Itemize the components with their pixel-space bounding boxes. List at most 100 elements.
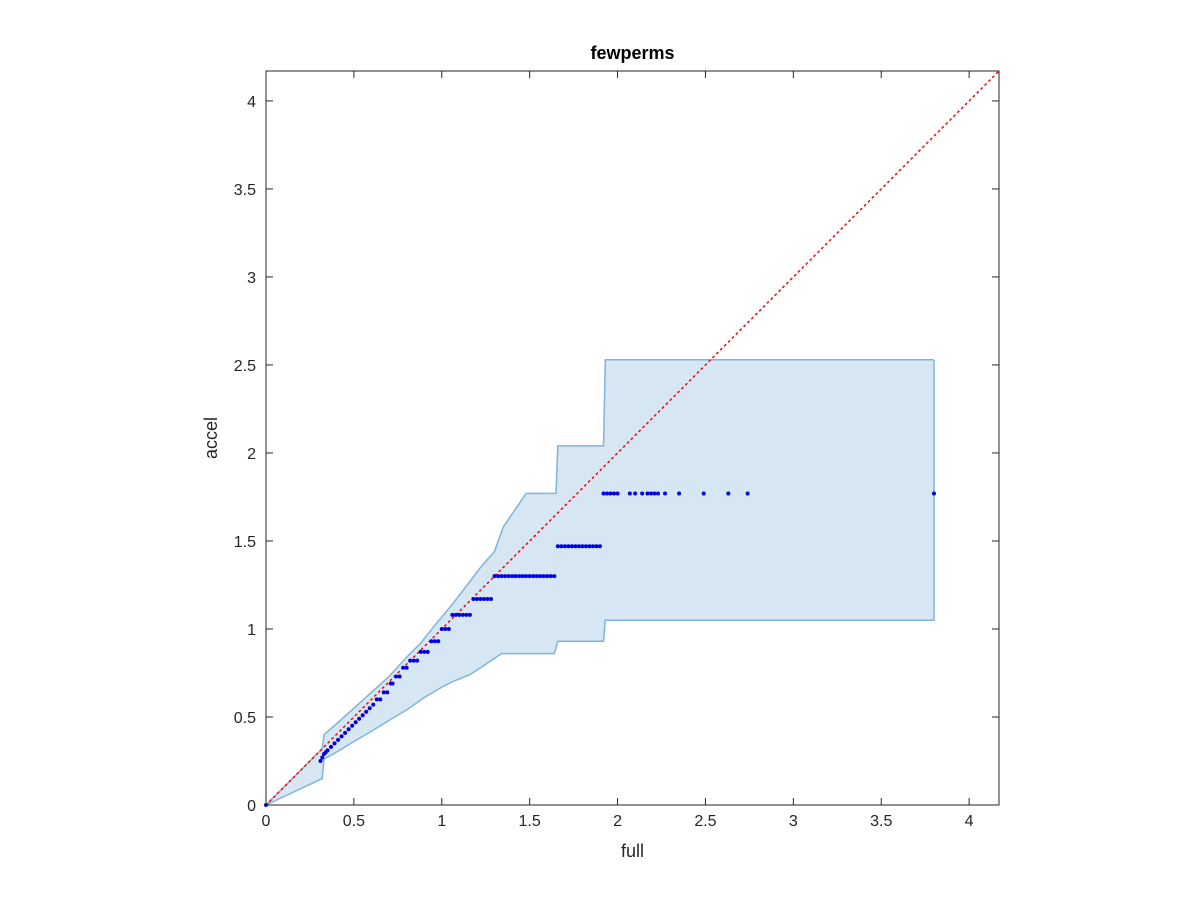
data-point	[573, 544, 578, 549]
x-tick-label: 3	[789, 813, 798, 830]
data-point	[597, 544, 602, 549]
data-point	[397, 674, 402, 679]
data-point	[346, 727, 351, 732]
data-point	[357, 716, 362, 721]
data-point	[559, 544, 564, 549]
data-point	[401, 665, 406, 670]
data-point	[467, 612, 472, 617]
data-point	[418, 649, 423, 654]
data-point	[378, 697, 383, 702]
y-tick-label: 3	[247, 270, 256, 287]
x-tick-label: 1.5	[519, 813, 541, 830]
data-point	[367, 706, 372, 711]
data-point	[425, 649, 430, 654]
data-point	[601, 491, 606, 496]
data-point	[587, 544, 592, 549]
data-point	[655, 491, 660, 496]
data-point	[555, 544, 560, 549]
data-point	[499, 574, 504, 579]
y-tick-label: 2.5	[234, 358, 256, 375]
data-point	[677, 491, 682, 496]
data-point	[612, 491, 617, 496]
data-point	[432, 639, 437, 644]
data-point	[548, 574, 553, 579]
data-point	[652, 491, 657, 496]
x-axis: 0 0.5 1 1.5 2 2.5 3 3.5 4	[262, 71, 974, 830]
x-tick-label: 0	[262, 813, 271, 830]
data-point	[503, 574, 508, 579]
confidence-band	[266, 359, 934, 805]
data-point	[474, 597, 479, 602]
data-point	[408, 658, 413, 663]
data-point	[481, 597, 486, 602]
y-tick-label: 0	[247, 798, 256, 815]
data-point	[545, 574, 550, 579]
data-point	[510, 574, 515, 579]
x-tick-label: 2.5	[694, 813, 716, 830]
data-point	[336, 737, 341, 742]
data-point	[478, 597, 483, 602]
y-tick-label: 2	[247, 446, 256, 463]
data-point	[485, 597, 490, 602]
y-tick-label: 1	[247, 622, 256, 639]
data-point	[488, 597, 493, 602]
band-lower-edge	[265, 359, 935, 806]
data-point	[633, 491, 638, 496]
data-point	[648, 491, 653, 496]
data-point	[645, 491, 650, 496]
data-point	[608, 491, 613, 496]
data-point	[492, 574, 497, 579]
data-point	[517, 574, 522, 579]
data-point	[496, 574, 501, 579]
data-point	[566, 544, 571, 549]
data-point	[726, 491, 731, 496]
data-point	[364, 709, 369, 714]
data-point	[538, 574, 543, 579]
data-point	[374, 697, 379, 702]
data-point	[429, 639, 434, 644]
data-point	[701, 491, 706, 496]
y-tick-label: 0.5	[234, 710, 256, 727]
data-point	[339, 734, 344, 739]
y-tick-label: 4	[247, 94, 256, 111]
data-point	[411, 658, 416, 663]
data-point	[534, 574, 539, 579]
data-point	[594, 544, 599, 549]
data-point	[552, 574, 557, 579]
data-point	[457, 612, 462, 617]
data-point	[385, 690, 390, 695]
data-point	[531, 574, 536, 579]
data-point	[350, 723, 355, 728]
data-point	[524, 574, 529, 579]
x-tick-label: 4	[965, 813, 974, 830]
band-upper-edge	[265, 358, 934, 806]
data-point	[320, 755, 325, 760]
data-point	[615, 491, 620, 496]
y-axis: 0 0.5 1 1.5 2 2.5 3 3.5 4	[234, 94, 999, 815]
data-point	[583, 544, 588, 549]
data-point	[360, 713, 365, 718]
data-point	[332, 741, 337, 746]
data-point	[422, 649, 427, 654]
data-point	[329, 744, 334, 749]
data-point	[460, 612, 465, 617]
data-point	[446, 626, 451, 631]
data-point	[415, 658, 420, 663]
identity-diagonal	[265, 70, 1000, 806]
data-point	[627, 491, 632, 496]
data-point	[590, 544, 595, 549]
data-point	[576, 544, 581, 549]
data-point	[443, 626, 448, 631]
data-point	[605, 491, 610, 496]
data-point	[390, 681, 395, 686]
chart-title: fewperms	[590, 43, 674, 63]
data-point	[436, 639, 441, 644]
data-point	[541, 574, 546, 579]
data-point	[381, 690, 386, 695]
y-tick-label: 3.5	[234, 182, 256, 199]
x-tick-label: 3.5	[870, 813, 892, 830]
data-point	[343, 730, 348, 735]
x-tick-label: 2	[613, 813, 622, 830]
data-point	[745, 491, 750, 496]
data-point	[527, 574, 532, 579]
